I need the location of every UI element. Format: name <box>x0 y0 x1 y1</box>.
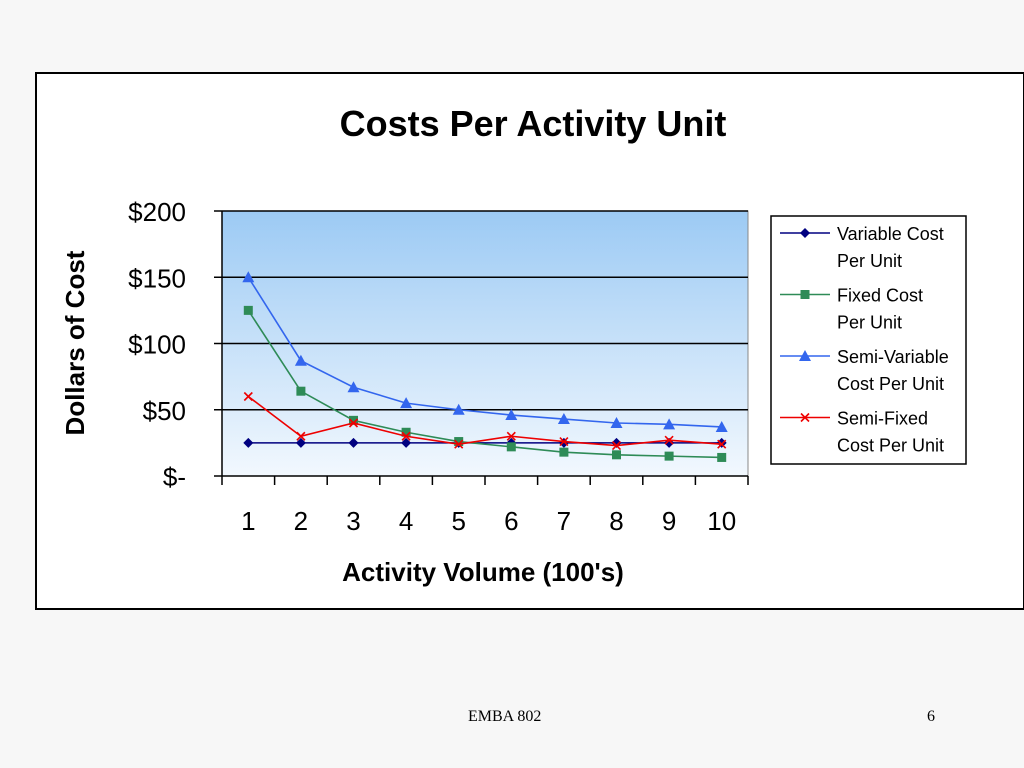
series-1-point <box>348 437 359 448</box>
legend-marker-3 <box>799 350 811 361</box>
x-tick-label: 10 <box>707 506 736 536</box>
series-4-point <box>717 439 727 449</box>
x-tick-label: 7 <box>557 506 571 536</box>
legend-label: Semi-Fixed <box>837 409 928 429</box>
series-2-point <box>612 450 621 460</box>
x-tick-label: 6 <box>504 506 518 536</box>
y-axis-label: Dollars of Cost <box>60 250 90 435</box>
series-line-4 <box>247 395 722 447</box>
series-4-point <box>401 431 411 441</box>
legend-label: Cost Per Unit <box>837 374 944 394</box>
legend-marker-1 <box>800 228 810 238</box>
x-tick-label: 4 <box>399 506 413 536</box>
legend-label: Fixed Cost <box>837 286 923 306</box>
series-3-point <box>505 409 518 421</box>
series-4-point <box>559 436 569 447</box>
series-4-point <box>611 440 622 451</box>
legend-label: Per Unit <box>837 313 902 333</box>
series-line-3 <box>247 276 722 428</box>
legend-marker-2 <box>800 290 810 299</box>
x-tick-label: 9 <box>662 506 676 536</box>
x-tick-label: 5 <box>451 506 465 536</box>
series-2-point <box>401 427 411 437</box>
series-2-point <box>506 442 516 452</box>
series-3-point <box>347 381 360 393</box>
series-1-point <box>558 437 569 448</box>
series-4-point <box>664 435 674 445</box>
x-axis-label: Activity Volume (100's) <box>342 557 624 587</box>
series-2-point <box>296 386 306 396</box>
y-tick-label: $100 <box>128 330 186 360</box>
series-3-point <box>400 397 413 409</box>
legend-label: Cost Per Unit <box>837 436 944 456</box>
x-tick-label: 3 <box>346 506 360 536</box>
series-2-point <box>717 452 727 462</box>
series-2-point <box>349 415 358 425</box>
legend-box <box>770 215 967 465</box>
series-3-point <box>557 413 570 425</box>
series-4-point <box>454 439 464 449</box>
series-2-point <box>559 447 569 457</box>
series-4-point <box>506 431 516 441</box>
series-4-point <box>348 418 359 428</box>
series-1-point <box>295 437 306 448</box>
series-3-point <box>715 420 728 432</box>
series-2-point <box>664 451 674 461</box>
series-1-point <box>716 437 727 448</box>
legend-label: Per Unit <box>837 251 902 271</box>
series-3-point <box>610 417 623 428</box>
footer-course-label: EMBA 802 <box>468 708 542 725</box>
series-3-point <box>294 354 307 366</box>
series-line-2 <box>247 309 722 459</box>
x-tick-label: 2 <box>294 506 308 536</box>
legend-label: Variable Cost <box>837 224 944 244</box>
series-1-point <box>401 437 412 448</box>
series-4-point <box>296 431 306 441</box>
series-3-point <box>663 418 676 430</box>
y-tick-label: $150 <box>128 263 186 293</box>
footer-page-number: 6 <box>927 708 935 725</box>
series-2-point <box>243 305 253 315</box>
y-tick-label: $50 <box>143 396 186 426</box>
series-3-point <box>242 271 255 283</box>
series-2-point <box>454 437 464 447</box>
legend-label: Semi-Variable <box>837 347 949 367</box>
series-1-point <box>243 437 254 448</box>
chart-title: Costs Per Activity Unit <box>340 103 727 144</box>
series-3-point <box>452 403 465 415</box>
y-tick-label: $- <box>163 462 186 492</box>
series-4-point <box>243 391 253 402</box>
x-tick-label: 8 <box>609 506 623 536</box>
y-tick-label: $200 <box>128 197 186 227</box>
legend-marker-4 <box>800 412 810 423</box>
x-tick-label: 1 <box>241 506 255 536</box>
